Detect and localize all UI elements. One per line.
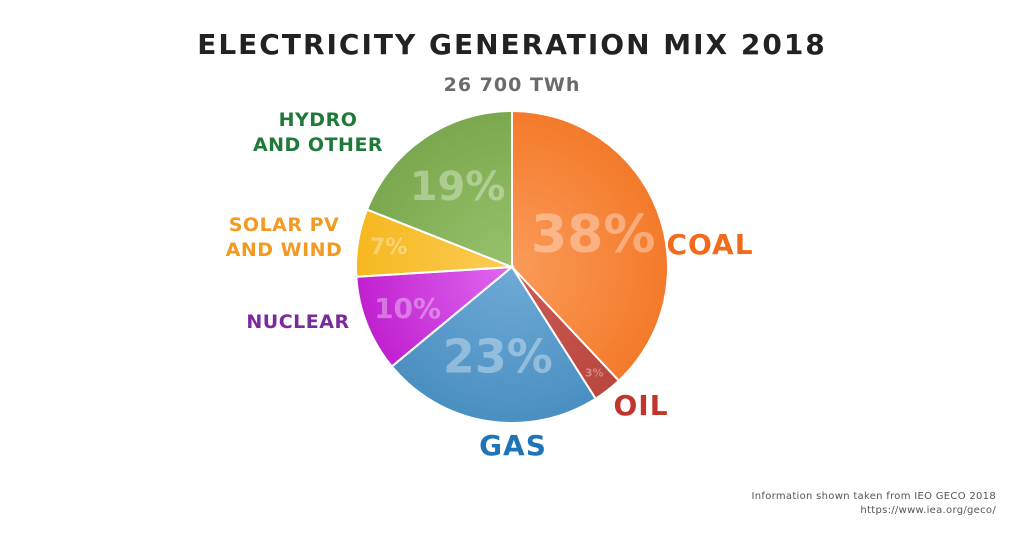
category-label-nuclear: NUCLEAR [246,311,349,333]
category-label-gas: GAS [479,429,547,462]
category-label-solar-pv-and-wind: SOLAR PV AND WIND [226,214,343,261]
pie-slice-nuclear [355,265,516,368]
category-label-hydro-and-other: HYDRO AND OTHER [253,109,383,156]
pct-label-coal: 38% [531,205,655,265]
source-line-2: https://www.iea.org/geco/ [860,505,996,516]
pie-slice-coal [511,109,669,383]
category-label-coal: COAL [666,228,753,261]
pie-slice-gas [390,265,597,424]
source-note: Information shown taken from IEO GECO 20… [752,490,997,518]
pct-label-solar-pv-and-wind: 7% [370,235,407,260]
chart-subtitle: 26 700 TWh [443,74,581,96]
pct-label-gas: 23% [443,329,553,383]
pct-label-nuclear: 10% [374,292,441,325]
pie-slice-hydro-and-other [365,109,513,269]
pct-label-hydro-and-other: 19% [410,164,506,210]
source-line-1: Information shown taken from IEO GECO 20… [751,491,996,502]
category-label-oil: OIL [613,389,668,422]
pct-label-oil: 3% [585,367,604,380]
chart-title: ELECTRICITY GENERATION MIX 2018 [197,28,827,61]
